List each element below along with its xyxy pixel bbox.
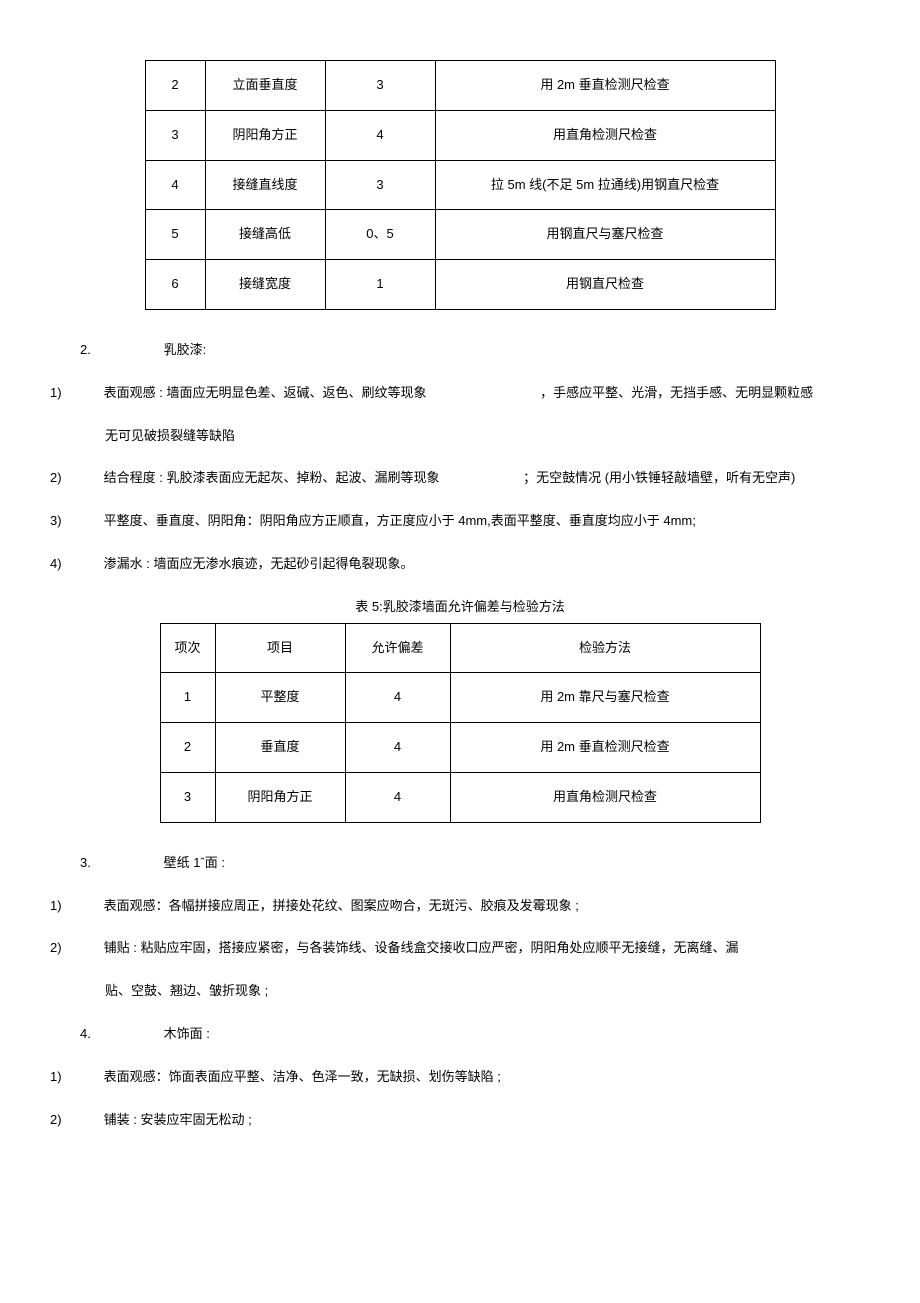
table-row: 6接缝宽度1用钢直尺检查 xyxy=(145,260,775,310)
table-cell: 2 xyxy=(145,61,205,111)
table-header-cell: 项目 xyxy=(215,623,345,673)
table-cell: 4 xyxy=(345,723,450,773)
table-cell: 阴阳角方正 xyxy=(215,772,345,822)
table-cell: 4 xyxy=(325,110,435,160)
section-3-title: 壁纸 1ˆ面 : xyxy=(164,855,225,870)
section-3-number: 3. xyxy=(50,853,160,874)
table-header-cell: 检验方法 xyxy=(450,623,760,673)
table-row: 4接缝直线度3拉 5m 线(不足 5m 拉通线)用钢直尺检查 xyxy=(145,160,775,210)
table-tolerance-1: 2立面垂直度3用 2m 垂直检测尺检查3阴阳角方正4用直角检测尺检查4接缝直线度… xyxy=(145,60,776,310)
table-cell: 3 xyxy=(325,160,435,210)
table-cell: 3 xyxy=(325,61,435,111)
item-4-number: 4) xyxy=(50,554,100,575)
table-row: 3阴阳角方正4用直角检测尺检查 xyxy=(160,772,760,822)
table-cell: 用钢直尺检查 xyxy=(435,260,775,310)
item-2a-text: 结合程度 : 乳胶漆表面应无起灰、掉粉、起波、漏刷等现象 xyxy=(104,470,440,485)
table-cell: 4 xyxy=(145,160,205,210)
table-cell: 1 xyxy=(325,260,435,310)
table-cell: 4 xyxy=(345,772,450,822)
item-4-text: 渗漏水 : 墙面应无渗水痕迹，无起砂引起得龟裂现象。 xyxy=(104,556,414,571)
table-cell: 1 xyxy=(160,673,215,723)
table-2-caption: 表 5:乳胶漆墙面允许偏差与检验方法 xyxy=(50,597,870,618)
table-cell: 3 xyxy=(160,772,215,822)
item-1b-text: ，手感应平整、光滑，无挡手感、无明显颗粒感 xyxy=(430,383,813,404)
section-4-number: 4. xyxy=(50,1024,160,1045)
wallpaper-2a-text: 铺贴 : 粘贴应牢固，搭接应紧密，与各装饰线、设备线盒交接收口应严密，阴阳角处应… xyxy=(104,940,739,955)
wallpaper-1-number: 1) xyxy=(50,896,100,917)
table-cell: 3 xyxy=(145,110,205,160)
table-cell: 立面垂直度 xyxy=(205,61,325,111)
table-cell: 接缝宽度 xyxy=(205,260,325,310)
table-cell: 拉 5m 线(不足 5m 拉通线)用钢直尺检查 xyxy=(435,160,775,210)
item-3-number: 3) xyxy=(50,511,100,532)
table-cell: 5 xyxy=(145,210,205,260)
item-3-text: 平整度、垂直度、阴阳角：阴阳角应方正顺直，方正度应小于 4mm,表面平整度、垂直… xyxy=(104,513,696,528)
item-2b-text: ；无空鼓情况 (用小铁锤轻敲墙壁，听有无空声) xyxy=(443,468,795,489)
table-cell: 用 2m 靠尺与塞尺检查 xyxy=(450,673,760,723)
table-cell: 平整度 xyxy=(215,673,345,723)
table-cell: 垂直度 xyxy=(215,723,345,773)
table-cell: 阴阳角方正 xyxy=(205,110,325,160)
table-row: 2立面垂直度3用 2m 垂直检测尺检查 xyxy=(145,61,775,111)
table-cell: 4 xyxy=(345,673,450,723)
table-cell: 接缝直线度 xyxy=(205,160,325,210)
wood-1-number: 1) xyxy=(50,1067,100,1088)
item-1-number: 1) xyxy=(50,383,100,404)
item-1a-text: 表面观感 : 墙面应无明显色差、返碱、返色、刷纹等现象 xyxy=(104,385,427,400)
wood-2-text: 铺装 : 安装应牢固无松动 ; xyxy=(104,1112,252,1127)
table-cell: 用钢直尺与塞尺检查 xyxy=(435,210,775,260)
item-1c-text: 无可见破损裂缝等缺陷 xyxy=(105,428,235,443)
table-cell: 2 xyxy=(160,723,215,773)
table-row: 3阴阳角方正4用直角检测尺检查 xyxy=(145,110,775,160)
wood-1-text: 表面观感：饰面表面应平整、洁净、色泽一致，无缺损、划伤等缺陷 ; xyxy=(104,1069,501,1084)
section-2-title: 乳胶漆: xyxy=(164,342,207,357)
wood-2-number: 2) xyxy=(50,1110,100,1131)
section-2-number: 2. xyxy=(50,340,160,361)
table-tolerance-2: 项次项目允许偏差检验方法 1平整度4用 2m 靠尺与塞尺检查2垂直度4用 2m … xyxy=(160,623,761,823)
table-cell: 6 xyxy=(145,260,205,310)
wallpaper-2b-text: 贴、空鼓、翘边、皱折现象 ; xyxy=(105,983,268,998)
item-2-number: 2) xyxy=(50,468,100,489)
table-cell: 用 2m 垂直检测尺检查 xyxy=(450,723,760,773)
table-header-cell: 允许偏差 xyxy=(345,623,450,673)
table-cell: 0、5 xyxy=(325,210,435,260)
section-4-title: 木饰面 : xyxy=(164,1026,210,1041)
table-row: 2垂直度4用 2m 垂直检测尺检查 xyxy=(160,723,760,773)
table-header-cell: 项次 xyxy=(160,623,215,673)
wallpaper-2-number: 2) xyxy=(50,938,100,959)
table-row: 1平整度4用 2m 靠尺与塞尺检查 xyxy=(160,673,760,723)
table-row: 5接缝高低0、5用钢直尺与塞尺检查 xyxy=(145,210,775,260)
table-cell: 接缝高低 xyxy=(205,210,325,260)
wallpaper-1-text: 表面观感：各幅拼接应周正，拼接处花纹、图案应吻合，无斑污、胶痕及发霉现象 ; xyxy=(104,898,579,913)
table-cell: 用直角检测尺检查 xyxy=(435,110,775,160)
table-cell: 用直角检测尺检查 xyxy=(450,772,760,822)
table-cell: 用 2m 垂直检测尺检查 xyxy=(435,61,775,111)
